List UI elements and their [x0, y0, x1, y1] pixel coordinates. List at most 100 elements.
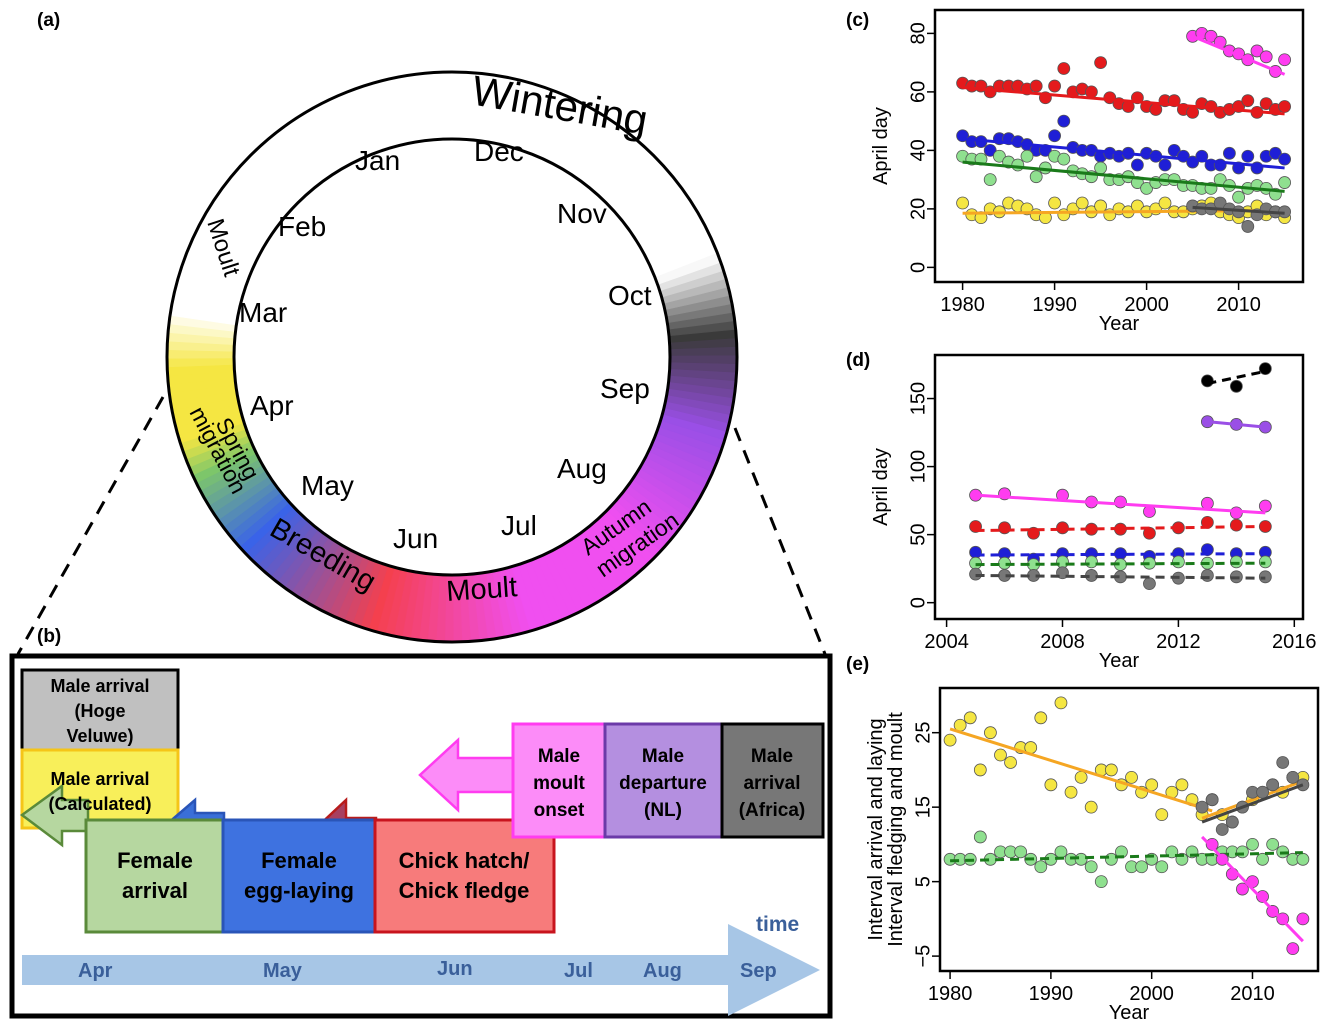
data-point [1241, 149, 1255, 163]
trend-line [975, 561, 1266, 567]
data-point [1286, 770, 1300, 784]
box-male-africa-line1: Male [751, 746, 793, 767]
box-chick-hatch-fledge [373, 818, 556, 934]
data-point [993, 149, 1006, 163]
trend-line [962, 160, 1285, 193]
data-point [1114, 495, 1127, 509]
month-may: May [301, 470, 354, 501]
data-point [1225, 815, 1239, 829]
data-point [1215, 823, 1229, 836]
data-point [1186, 105, 1199, 119]
x-axis-title: Year [1099, 650, 1140, 672]
data-point [1278, 100, 1291, 113]
y-tick-label: 50 [907, 524, 929, 546]
data-point [1155, 860, 1169, 874]
data-point [1266, 837, 1280, 851]
y-tick-label: 0 [907, 597, 929, 608]
y-tick-label: 100 [907, 450, 929, 483]
plot-area [956, 26, 1291, 233]
data-point [1074, 770, 1088, 784]
box-male-moult-line3: onset [534, 800, 585, 821]
data-point [1195, 800, 1209, 814]
data-point [1034, 860, 1048, 874]
month-nov: Nov [557, 198, 607, 229]
y-tick-label: −5 [912, 945, 934, 968]
box-male-arrival-africa [720, 722, 825, 839]
data-point [1246, 837, 1259, 851]
x-tick-label: 2010 [1230, 983, 1275, 1005]
data-point [943, 733, 957, 747]
data-point [1048, 129, 1061, 143]
data-point [1205, 793, 1219, 807]
data-point [1149, 103, 1163, 116]
x-tick-label: 1980 [928, 983, 973, 1005]
data-point [1256, 852, 1269, 866]
box-male-moult-line2: moult [533, 773, 585, 794]
data-point [1259, 50, 1273, 64]
data-point [1258, 555, 1272, 569]
data-point [998, 521, 1011, 535]
box-female-egg-line2: egg-laying [244, 878, 354, 903]
data-point [1064, 785, 1078, 799]
y-tick-label: 15 [912, 796, 934, 818]
data-point [1258, 499, 1272, 513]
data-point [1276, 756, 1290, 769]
month-jan: Jan [355, 145, 400, 176]
ring-inner-edge [232, 137, 672, 577]
data-point [1054, 845, 1068, 859]
timeline-aug: Aug [643, 960, 682, 982]
data-point [1084, 800, 1098, 814]
month-aug: Aug [557, 453, 607, 484]
data-point [1094, 199, 1107, 213]
ring-label-moult-top: Moult [201, 216, 245, 280]
data-point [1104, 763, 1118, 777]
month-sep: Sep [600, 373, 650, 404]
data-point [1085, 85, 1098, 99]
data-point [1286, 942, 1300, 956]
box-male-arrival-hv-line3: Veluwe) [66, 726, 133, 746]
box-male-moult-line1: Male [538, 746, 580, 767]
data-point [956, 196, 969, 210]
annual-cycle-ring [166, 252, 738, 643]
chart-d: 2004 2008 2012 2016 0 50 100 150 Year April day [870, 353, 1317, 672]
panel-d-label: (d) [846, 350, 870, 371]
data-point [1034, 711, 1048, 725]
data-point [1004, 756, 1017, 769]
box-male-arrival-calc-line1: Male arrival [50, 769, 149, 789]
x-axis-title: Year [1109, 1002, 1150, 1023]
panel-a-label: (a) [37, 10, 60, 31]
data-point [1223, 146, 1236, 160]
trend-line [962, 86, 1285, 116]
data-point [1011, 158, 1025, 172]
y-tick-label: 60 [907, 81, 929, 103]
data-point [1048, 79, 1061, 93]
data-point [1278, 53, 1291, 67]
data-point [1200, 496, 1214, 510]
data-point [1167, 143, 1181, 157]
arrow-female-arrival [19, 783, 90, 848]
chart-e: 1980 1990 2000 2010 −5 5 15 25 Year Interval fled… [865, 686, 1320, 1023]
trend-line [1192, 34, 1286, 76]
data-point [1145, 778, 1159, 792]
y-tick-label: 5 [912, 876, 934, 887]
box-female-arrival-line1: Female [117, 848, 193, 873]
data-point [1057, 62, 1071, 75]
box-male-departure [603, 722, 724, 839]
trend-line [1192, 205, 1285, 215]
y-tick-label: 80 [907, 22, 929, 44]
box-male-moult-onset [511, 722, 607, 839]
trend-line [962, 137, 1285, 170]
trend-line [975, 493, 1266, 515]
data-point [1084, 860, 1098, 874]
data-point [983, 143, 997, 157]
box-male-africa-line3: (Africa) [739, 800, 806, 821]
trend-line [1207, 369, 1266, 386]
data-point [1250, 44, 1264, 58]
data-point [1094, 56, 1107, 70]
box-male-departure-line1: Male [642, 746, 684, 767]
data-point [1241, 94, 1255, 108]
data-point [1296, 912, 1310, 926]
y-axis-title-1: Interval fledging and moult [885, 712, 907, 947]
timeline-sep: Sep [740, 960, 777, 982]
